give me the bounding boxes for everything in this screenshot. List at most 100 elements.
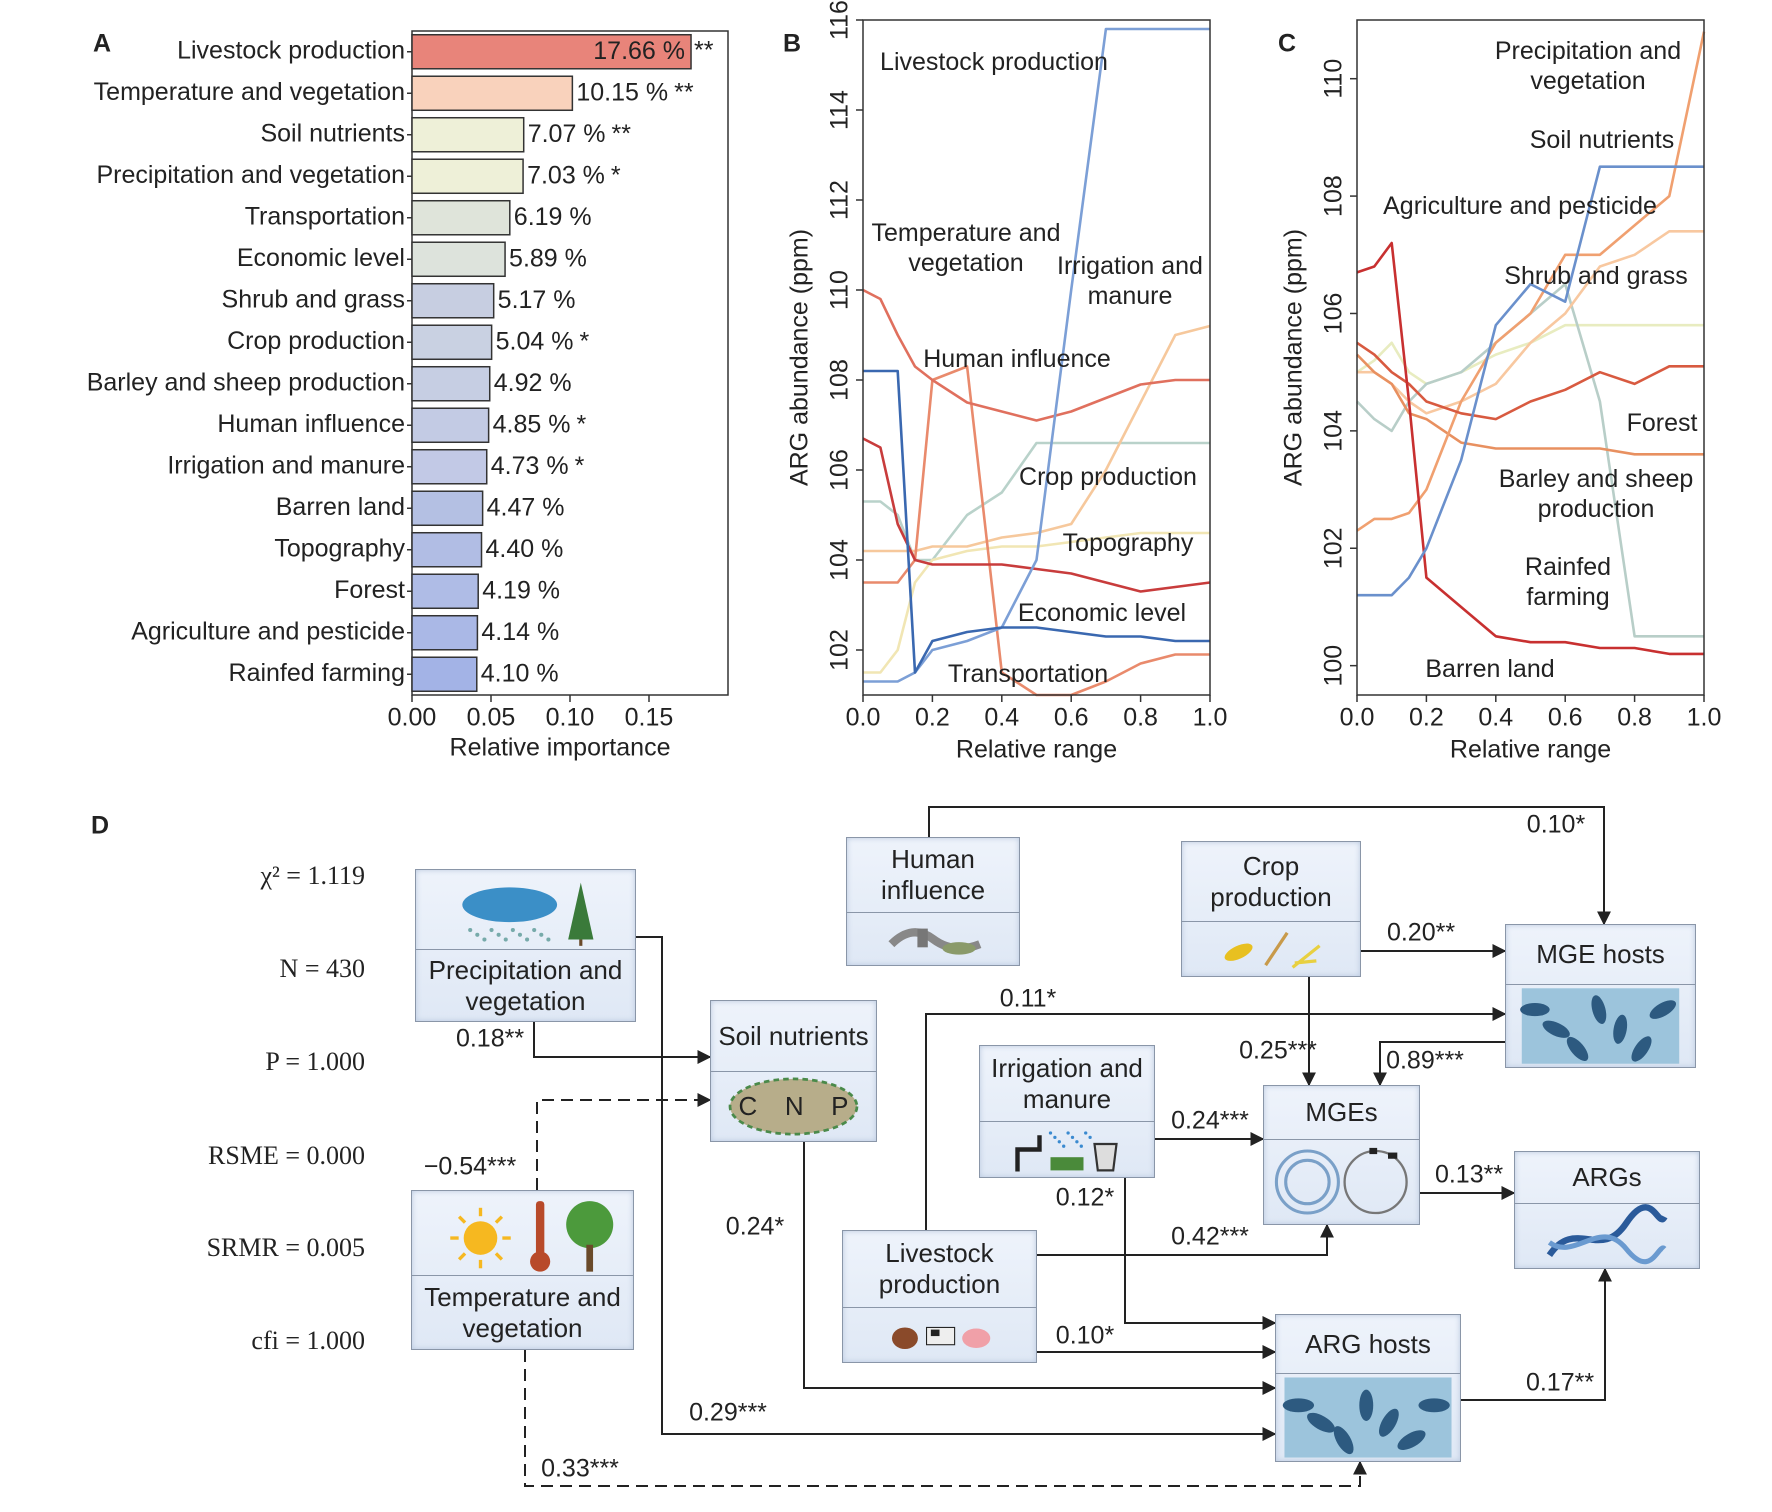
series-line xyxy=(1356,31,1706,532)
node-label: Temperature and vegetation xyxy=(424,1281,621,1343)
value-label: 4.10 % xyxy=(481,659,559,687)
node-icon xyxy=(1506,984,1695,1067)
path-coefficient: 0.18** xyxy=(456,1025,524,1053)
path-coefficient: 0.12* xyxy=(1056,1184,1115,1212)
x-tick-label: 0.6 xyxy=(1054,704,1089,732)
icon-letter: C xyxy=(738,1091,758,1121)
icon-letter: P xyxy=(831,1091,849,1121)
series-line xyxy=(862,288,1210,422)
value-text: 10.15 % xyxy=(576,78,668,106)
value-text: 4.19 % xyxy=(482,576,560,604)
plot-frame xyxy=(862,19,1211,696)
node-label: ARGs xyxy=(1572,1162,1642,1192)
node-box: MGE hosts xyxy=(1505,924,1696,1068)
path-arrow xyxy=(1373,1041,1505,1087)
value-text: 7.03 % xyxy=(527,161,605,189)
value-label: 4.19 % xyxy=(482,576,560,604)
x-tick-label: 0.0 xyxy=(1340,704,1375,732)
value-label: 17.66 % xyxy=(593,36,685,64)
series-annotation: Irrigation and manure xyxy=(1057,252,1203,310)
series-annotation: Livestock production xyxy=(880,48,1108,76)
path-arrow xyxy=(1124,1178,1277,1330)
node-icon xyxy=(980,1121,1154,1177)
node-label: Precipitation and vegetation xyxy=(428,954,623,1016)
path-coefficient: 0.33*** xyxy=(541,1455,619,1483)
series-annotation: Forest xyxy=(1626,409,1698,437)
significance: * xyxy=(576,410,586,438)
bar xyxy=(411,614,479,651)
path-arrow xyxy=(803,1142,1277,1395)
node-icon xyxy=(843,1307,1036,1362)
icon xyxy=(1282,1377,1452,1458)
category-label: Precipitation and vegetation xyxy=(96,161,405,189)
y-tick-label: 102 xyxy=(1320,527,1348,569)
plot-frame xyxy=(1356,19,1705,696)
bar xyxy=(411,282,495,319)
category-label: Crop production xyxy=(227,327,405,355)
node-label: ARG hosts xyxy=(1305,1328,1431,1359)
x-tick-label: 0.2 xyxy=(915,704,950,732)
node-box: MGEs xyxy=(1263,1085,1420,1225)
category-label: Agriculture and pesticide xyxy=(131,617,405,645)
path-arrow xyxy=(925,1007,1507,1230)
path-coefficient: 0.10* xyxy=(1527,811,1586,839)
series-annotation: Crop production xyxy=(1019,463,1197,491)
path-arrow xyxy=(524,1350,1367,1487)
x-tick-label: 1.0 xyxy=(1687,704,1722,732)
series-annotation: Topography xyxy=(1062,529,1194,557)
category-label: Soil nutrients xyxy=(260,119,405,147)
bar xyxy=(411,573,479,610)
series-annotation: Agriculture and pesticide xyxy=(1383,192,1657,220)
bar xyxy=(411,448,488,485)
series-annotation: Precipitation and vegetation xyxy=(1494,37,1682,95)
icon xyxy=(1274,1147,1408,1215)
path-coefficient: 0.29*** xyxy=(689,1399,767,1427)
node-icon xyxy=(1276,1373,1460,1461)
series-line xyxy=(1356,341,1704,421)
node-box: Crop production xyxy=(1181,841,1361,977)
bar xyxy=(411,490,484,527)
x-tick-label: 0.4 xyxy=(984,704,1019,732)
y-axis-label: ARG abundance (ppm) xyxy=(1280,229,1308,486)
series-line xyxy=(863,365,1210,697)
node-box: Irrigation and manure xyxy=(979,1045,1155,1178)
category-label: Forest xyxy=(334,576,405,604)
value-text: 5.04 % xyxy=(496,327,574,355)
value-text: 5.17 % xyxy=(498,285,576,313)
path-coefficient: 0.10* xyxy=(1056,1322,1115,1350)
series-annotation: Rainfed farming xyxy=(1524,553,1612,611)
node-label: MGEs xyxy=(1305,1097,1378,1127)
y-tick-label: 108 xyxy=(826,359,854,401)
series-line xyxy=(1356,353,1704,456)
y-axis-label: ARG abundance (ppm) xyxy=(786,229,814,486)
bar xyxy=(411,75,574,112)
value-text: 4.85 % xyxy=(493,410,571,438)
fit-statistic: cfi = 1.000 xyxy=(251,1326,365,1355)
category-label: Human influence xyxy=(217,410,405,438)
node-label: Livestock production xyxy=(878,1238,1001,1299)
value-text: 7.07 % xyxy=(528,119,606,147)
panel-letter: B xyxy=(783,30,801,58)
value-text: 17.66 % xyxy=(593,36,685,64)
value-label: 4.47 % xyxy=(487,493,565,521)
node-box: Human influence xyxy=(846,837,1020,966)
value-text: 4.14 % xyxy=(481,617,559,645)
panel-letter: A xyxy=(93,30,111,58)
value-text: 4.10 % xyxy=(481,659,559,687)
series-annotation: Shrub and grass xyxy=(1504,262,1688,290)
y-tick-label: 114 xyxy=(826,90,854,130)
icon xyxy=(1224,931,1321,969)
y-tick-label: 106 xyxy=(826,449,854,491)
y-tick-label: 110 xyxy=(826,270,854,310)
series-line xyxy=(863,441,1210,562)
category-label: Economic level xyxy=(237,244,405,272)
fit-statistic: χ² = 1.119 xyxy=(259,861,365,890)
bar xyxy=(411,324,493,361)
y-tick-label: 100 xyxy=(1320,645,1348,687)
fit-statistic: P = 1.000 xyxy=(265,1047,365,1076)
value-label: 5.17 % xyxy=(498,285,576,313)
path-coefficient: 0.24*** xyxy=(1171,1107,1249,1135)
